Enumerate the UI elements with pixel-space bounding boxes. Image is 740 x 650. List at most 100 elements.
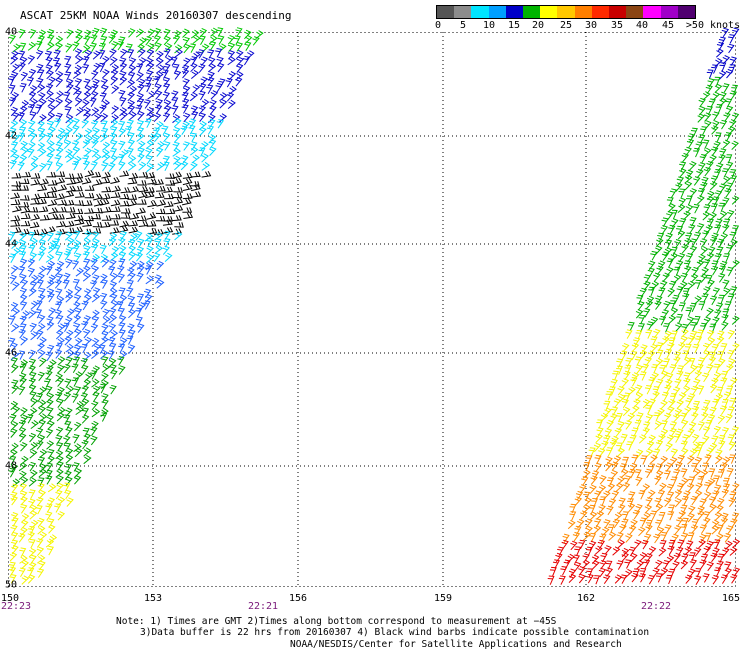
wind-barb bbox=[200, 56, 209, 66]
wind-barb bbox=[137, 98, 145, 108]
wind-barb bbox=[9, 253, 17, 263]
wind-barb bbox=[64, 336, 73, 346]
wind-barb bbox=[619, 523, 627, 534]
wind-barb bbox=[56, 377, 65, 387]
map-border bbox=[8, 32, 736, 587]
wind-barb bbox=[18, 329, 27, 339]
wind-barb bbox=[711, 574, 720, 585]
wind-barb bbox=[65, 207, 76, 213]
wind-barb bbox=[74, 64, 83, 74]
wind-barb bbox=[101, 186, 112, 193]
wind-barb bbox=[65, 227, 75, 234]
wind-barb bbox=[724, 540, 733, 550]
wind-barb bbox=[702, 91, 711, 101]
wind-barb bbox=[92, 365, 101, 375]
wind-barb bbox=[8, 467, 16, 478]
wind-barb bbox=[704, 532, 712, 542]
colorbar-swatch bbox=[437, 6, 455, 18]
wind-barb bbox=[560, 566, 568, 576]
wind-barb bbox=[135, 28, 145, 38]
wind-barb bbox=[171, 96, 179, 107]
wind-barb bbox=[672, 560, 680, 571]
wind-barb bbox=[10, 428, 18, 438]
wind-barb bbox=[695, 447, 702, 457]
wind-barb bbox=[694, 575, 702, 586]
wind-barb bbox=[38, 114, 47, 124]
wind-barb bbox=[136, 92, 145, 103]
wind-barb bbox=[63, 91, 71, 102]
wind-barb bbox=[620, 350, 628, 361]
wind-barb bbox=[705, 274, 713, 285]
wind-barb bbox=[153, 132, 162, 143]
wind-barb bbox=[615, 482, 624, 492]
wind-barb bbox=[686, 540, 694, 550]
wind-barb bbox=[611, 435, 619, 446]
wind-barb bbox=[666, 434, 675, 444]
wind-barb bbox=[108, 266, 116, 276]
wind-barb bbox=[84, 192, 95, 199]
wind-barb bbox=[53, 238, 61, 248]
wind-barb bbox=[118, 329, 126, 339]
wind-barb bbox=[110, 114, 120, 124]
wind-barb bbox=[712, 398, 720, 409]
wind-barb bbox=[55, 213, 65, 220]
wind-barb bbox=[37, 323, 46, 333]
wind-barb bbox=[711, 377, 719, 388]
wind-barb bbox=[46, 365, 54, 375]
wind-barb bbox=[727, 349, 735, 360]
wind-barb bbox=[721, 370, 729, 381]
wind-barb bbox=[75, 406, 84, 416]
wind-barb bbox=[53, 49, 61, 60]
wind-barb bbox=[30, 198, 41, 205]
wind-barb bbox=[199, 82, 207, 93]
wind-barb bbox=[207, 63, 217, 73]
wind-barb bbox=[732, 538, 740, 548]
wind-barb bbox=[48, 534, 58, 544]
wind-barb bbox=[639, 287, 648, 298]
wind-barb bbox=[668, 314, 677, 325]
wind-barb bbox=[655, 573, 663, 583]
wind-barb bbox=[163, 193, 174, 200]
wind-barb bbox=[702, 426, 711, 436]
wind-barb bbox=[652, 391, 660, 401]
wind-barb bbox=[721, 27, 730, 38]
wind-barb bbox=[673, 433, 681, 443]
wind-barb bbox=[20, 336, 29, 346]
wind-barb bbox=[721, 488, 730, 499]
wind-barb bbox=[46, 279, 55, 289]
wind-barb bbox=[56, 461, 64, 471]
wind-barb bbox=[108, 34, 116, 44]
wind-barb bbox=[82, 200, 93, 207]
wind-barb bbox=[716, 560, 724, 571]
wind-barb bbox=[56, 337, 65, 347]
wind-barb bbox=[667, 406, 675, 416]
wind-barb bbox=[35, 40, 43, 51]
wind-barb bbox=[181, 92, 189, 102]
wind-barb bbox=[129, 212, 140, 220]
wind-barb bbox=[189, 132, 197, 143]
wind-barb bbox=[84, 185, 95, 191]
wind-barb bbox=[621, 518, 629, 529]
wind-barb bbox=[74, 214, 84, 222]
wind-barb bbox=[39, 214, 50, 221]
wind-barb bbox=[64, 98, 73, 108]
wind-barb bbox=[607, 524, 615, 534]
wind-barb bbox=[136, 260, 145, 270]
wind-barb bbox=[74, 78, 83, 88]
wind-barb bbox=[694, 489, 703, 500]
wind-barb bbox=[679, 161, 687, 171]
wind-barb bbox=[128, 226, 139, 234]
wind-barb bbox=[81, 119, 90, 129]
wind-barb bbox=[101, 206, 112, 213]
wind-barb bbox=[182, 172, 193, 179]
wind-barb bbox=[73, 226, 84, 234]
wind-barb bbox=[12, 43, 21, 53]
wind-barb bbox=[658, 260, 666, 270]
wind-barb bbox=[638, 526, 646, 537]
wind-barb bbox=[100, 112, 109, 123]
wind-barb bbox=[693, 468, 702, 478]
wind-barb bbox=[627, 412, 636, 422]
wind-barb bbox=[91, 378, 100, 388]
wind-barb bbox=[146, 62, 155, 72]
wind-barb bbox=[599, 533, 607, 543]
